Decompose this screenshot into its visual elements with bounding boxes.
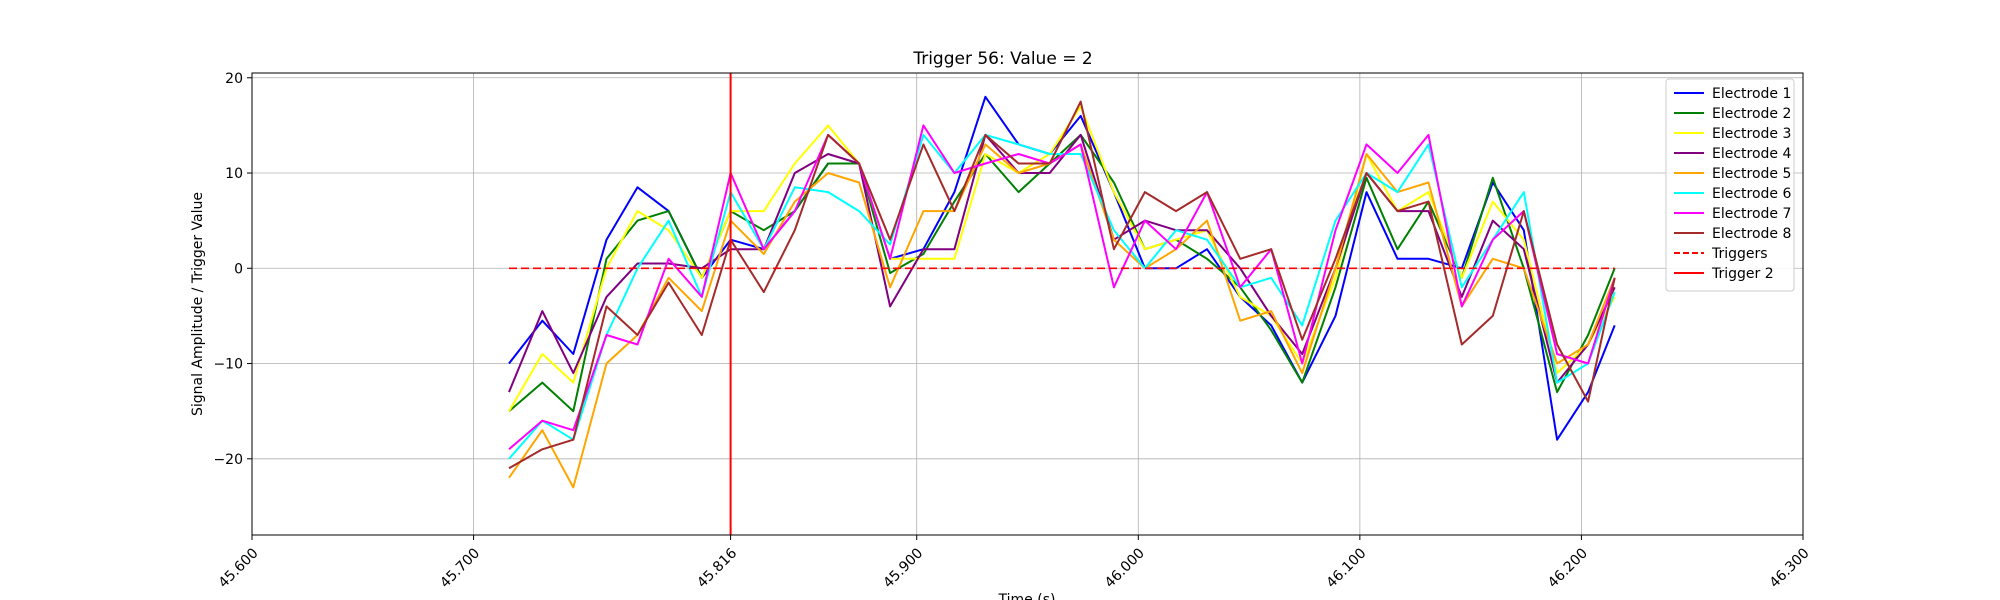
- legend-label: Trigger 2: [1711, 266, 1774, 282]
- grid: [251, 73, 1804, 535]
- x-tick-label: 45.816: [694, 545, 740, 591]
- x-tick-label: 46.300: [1767, 545, 1813, 591]
- series-line-electrode-2: [508, 133, 1616, 413]
- series-line-electrode-6: [508, 133, 1616, 460]
- y-axis: −20 −10 0 10 20: [213, 71, 252, 468]
- legend-label: Electrode 7: [1712, 206, 1791, 222]
- legend-label: Electrode 4: [1712, 146, 1791, 162]
- legend-label: Electrode 3: [1712, 126, 1791, 142]
- x-tick-label: 46.000: [1102, 545, 1148, 591]
- plot-frame: [251, 72, 1804, 536]
- legend-label: Electrode 2: [1712, 106, 1791, 122]
- series-line-electrode-4: [508, 133, 1616, 393]
- y-tick-label: 0: [234, 261, 243, 277]
- plot-lines: [508, 73, 1616, 535]
- x-axis-label: Time (s): [998, 592, 1056, 600]
- series-line-electrode-8: [508, 100, 1616, 470]
- chart-title: Trigger 56: Value = 2: [912, 49, 1092, 69]
- legend-label: Electrode 5: [1712, 166, 1791, 182]
- x-tick-label: 45.900: [880, 545, 926, 591]
- x-axis: 45.600 45.700 45.816 45.900 46.000 46.100 46.2…: [216, 535, 1813, 591]
- legend-label: Electrode 6: [1712, 186, 1791, 202]
- y-tick-label: 10: [225, 166, 243, 182]
- x-tick-label: 45.600: [216, 545, 262, 591]
- y-tick-label: 20: [225, 71, 243, 87]
- legend-label: Triggers: [1711, 246, 1768, 262]
- x-tick-label: 46.200: [1545, 545, 1591, 591]
- y-axis-label: Signal Amplitude / Trigger Value: [190, 192, 206, 416]
- y-tick-label: −20: [213, 452, 243, 468]
- x-tick-label: 46.100: [1324, 545, 1370, 591]
- series-line-electrode-7: [508, 124, 1616, 451]
- x-tick-label: 45.700: [437, 545, 483, 591]
- legend-label: Electrode 8: [1712, 226, 1791, 242]
- y-tick-label: −10: [213, 357, 243, 373]
- legend-label: Electrode 1: [1712, 86, 1791, 102]
- series-line-electrode-5: [508, 143, 1616, 489]
- legend: Electrode 1 Electrode 2 Electrode 3 Electro…: [1665, 78, 1795, 292]
